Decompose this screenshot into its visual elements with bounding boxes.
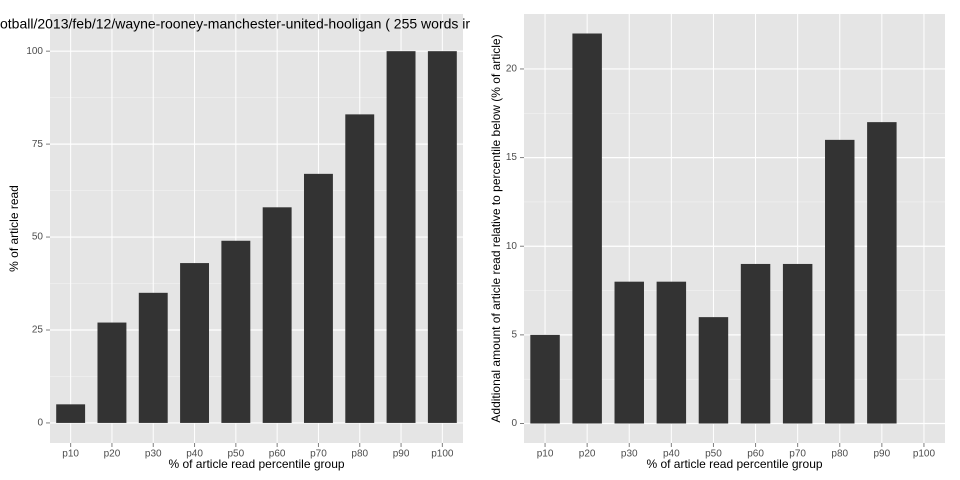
y-tick-label: 0: [511, 418, 517, 429]
x-tick-label: p60: [269, 449, 286, 460]
y-tick-label: 100: [26, 46, 43, 57]
x-tick-label: p100: [431, 449, 454, 460]
bar: [56, 404, 86, 423]
bar: [698, 317, 729, 424]
bar: [782, 263, 813, 424]
x-tick-label: p80: [831, 449, 848, 460]
x-tick-label: p10: [537, 449, 554, 460]
y-tick-label: 75: [32, 139, 44, 150]
y-axis-title: Additional amount of article read relati…: [489, 34, 503, 422]
bar: [138, 292, 168, 423]
bar: [572, 33, 602, 424]
x-tick-label: p50: [228, 449, 245, 460]
x-tick-label: p40: [186, 449, 203, 460]
y-tick-label: 50: [32, 232, 44, 243]
x-tick-label: p50: [705, 449, 722, 460]
x-tick-label: p80: [351, 449, 368, 460]
x-tick-label: p30: [621, 449, 638, 460]
x-axis-title: % of article read percentile group: [646, 457, 822, 471]
bar: [427, 51, 457, 423]
y-tick-label: 10: [506, 241, 518, 252]
bar: [867, 122, 897, 424]
x-tick-label: p30: [145, 449, 162, 460]
y-tick-label: 0: [37, 418, 43, 429]
x-tick-label: p90: [874, 449, 891, 460]
x-tick-label: p20: [579, 449, 596, 460]
x-tick-label: p90: [393, 449, 410, 460]
x-tick-label: p10: [62, 449, 79, 460]
bar: [530, 334, 560, 424]
x-tick-label: p20: [104, 449, 121, 460]
x-tick-label: p70: [789, 449, 806, 460]
bar: [740, 263, 771, 424]
bar: [345, 114, 375, 423]
bar: [262, 207, 292, 423]
chart-title: otball/2013/feb/12/wayne-rooney-manchest…: [0, 16, 470, 32]
x-tick-label: p100: [913, 449, 936, 460]
bar: [656, 281, 687, 424]
bar: [614, 281, 644, 424]
bar: [825, 139, 855, 424]
y-tick-label: 5: [511, 330, 517, 341]
x-tick-label: p70: [310, 449, 327, 460]
y-tick-label: 15: [506, 152, 518, 163]
bar: [97, 322, 127, 423]
bar: [180, 263, 210, 423]
bar: [386, 51, 416, 423]
y-axis-title: % of article read: [7, 185, 21, 272]
y-tick-label: 25: [32, 325, 44, 336]
x-tick-label: p40: [663, 449, 680, 460]
bar: [303, 173, 333, 423]
y-tick-label: 20: [506, 64, 518, 75]
x-tick-label: p60: [747, 449, 764, 460]
bar: [221, 240, 251, 423]
x-axis-title: % of article read percentile group: [168, 457, 344, 471]
